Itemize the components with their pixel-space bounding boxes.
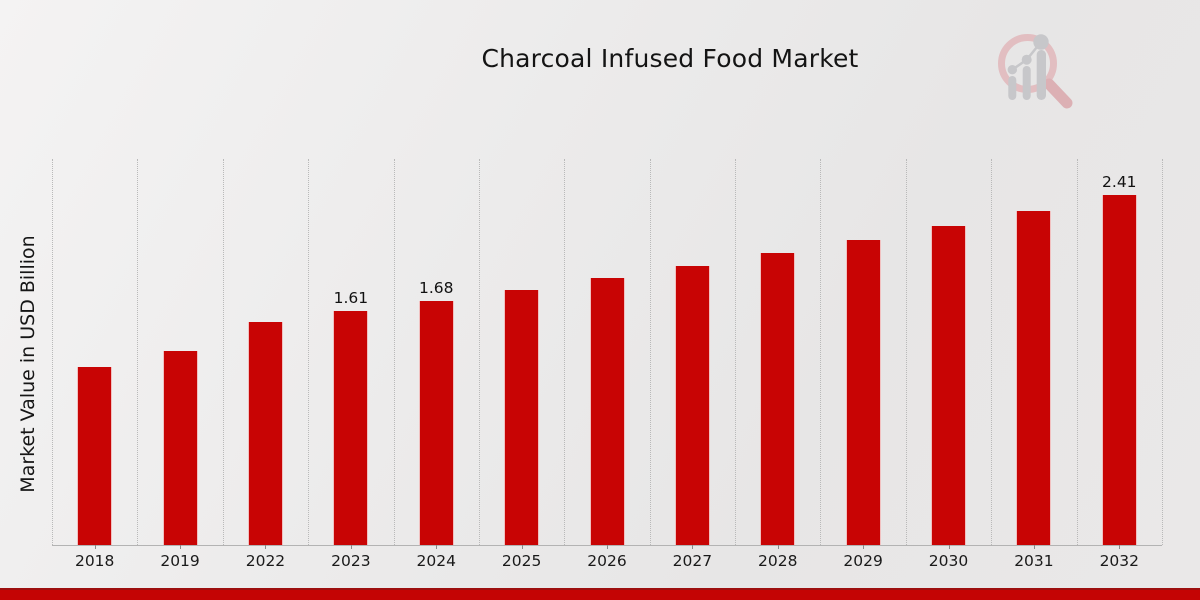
gridline: [222, 159, 224, 545]
bar-2029: [845, 240, 881, 545]
bar-value-label-2032: 2.41: [1102, 173, 1137, 192]
bar-2027: [674, 266, 710, 545]
x-tick-label-2018: 2018: [74, 552, 115, 570]
gridline: [1076, 159, 1078, 545]
gridline: [478, 159, 480, 545]
bar-2019: [162, 350, 198, 545]
gridline: [991, 159, 993, 545]
bar-2032: [1101, 195, 1137, 545]
gridline: [393, 159, 395, 545]
x-axis-tick: [180, 545, 182, 549]
x-axis-tick: [521, 545, 523, 549]
x-tick-label-2024: 2024: [416, 552, 456, 570]
x-tick-label-2030: 2030: [928, 552, 969, 570]
gridline: [564, 159, 566, 545]
x-axis-tick: [692, 545, 694, 549]
chart-title: Charcoal Infused Food Market: [481, 44, 859, 73]
market-research-logo: [998, 34, 1073, 109]
x-axis-tick: [948, 545, 950, 549]
gridline: [905, 159, 907, 545]
x-axis-tick: [350, 545, 352, 549]
x-tick-label-2025: 2025: [501, 552, 542, 570]
gridline: [649, 159, 651, 545]
x-axis-tick: [777, 545, 779, 549]
y-axis-spine: [52, 159, 53, 545]
x-axis-tick: [863, 545, 865, 549]
bar-chart-magnifier-icon: [998, 34, 1073, 109]
y-axis-label: Market Value in USD Billion: [17, 235, 39, 493]
bar-2030: [931, 225, 967, 545]
footer-accent-bar: [0, 588, 1200, 600]
x-tick-label-2027: 2027: [672, 552, 713, 570]
x-axis-tick: [436, 545, 438, 549]
bar-2024: [418, 301, 454, 545]
gridline: [308, 159, 310, 545]
x-tick-label-2032: 2032: [1099, 552, 1140, 570]
bar-2026: [589, 278, 625, 545]
gridline: [735, 159, 737, 545]
x-tick-label-2029: 2029: [843, 552, 883, 570]
bar-chart: 2018 2019 2022 1.61 2023 1.68 2024 2025 2026 2027…: [52, 159, 1163, 570]
gridline: [1162, 159, 1163, 545]
x-tick-label-2028: 2028: [758, 552, 798, 570]
x-tick-label-2023: 2023: [331, 552, 371, 570]
x-axis-tick: [265, 545, 267, 549]
bar-2028: [760, 253, 796, 545]
bar-2031: [1016, 211, 1052, 545]
bar-value-label-2023: 1.61: [333, 289, 369, 308]
x-axis-tick: [94, 545, 96, 549]
x-tick-label-2031: 2031: [1014, 552, 1054, 570]
x-axis-tick: [1033, 545, 1035, 549]
bar-2023: [333, 311, 369, 545]
bar-2018: [77, 366, 113, 545]
x-axis-tick: [1119, 545, 1121, 549]
bar-2022: [247, 321, 283, 545]
x-axis-tick: [607, 545, 608, 549]
x-tick-label-2026: 2026: [587, 552, 627, 570]
gridline: [137, 159, 139, 545]
bar-value-label-2024: 1.68: [418, 279, 454, 298]
x-tick-label-2022: 2022: [245, 552, 286, 570]
bar-2025: [504, 289, 540, 545]
gridline: [820, 159, 822, 545]
x-tick-label-2019: 2019: [160, 552, 200, 570]
